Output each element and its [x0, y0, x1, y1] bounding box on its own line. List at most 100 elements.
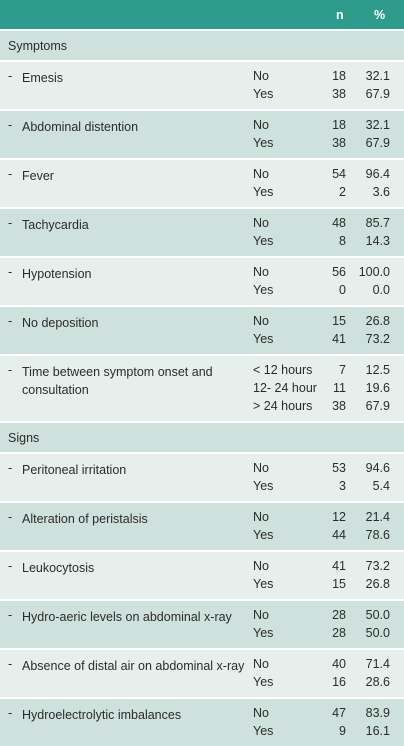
- level-label: No: [253, 69, 269, 83]
- percent-value: 50.0: [365, 626, 390, 640]
- count-value: 40: [332, 657, 346, 671]
- percent-value: 26.8: [365, 577, 390, 591]
- row-label: Time between symptom onset and consultat…: [22, 365, 213, 397]
- percent-value: 32.1: [365, 118, 390, 132]
- count-value: 18: [332, 69, 346, 83]
- section-header: Signs: [0, 423, 404, 452]
- section-title: Signs: [8, 431, 40, 445]
- level-label: Yes: [253, 577, 274, 591]
- level-label: Yes: [253, 626, 274, 640]
- percent-value: 14.3: [365, 234, 390, 248]
- percent-value: 19.6: [365, 381, 390, 395]
- level-label: No: [253, 314, 269, 328]
- percent-value: 73.2: [365, 559, 390, 573]
- count-value: 16: [332, 675, 346, 689]
- percent-value: 28.6: [365, 675, 390, 689]
- row-bullet: -: [8, 657, 13, 671]
- percent-value: 67.9: [365, 87, 390, 101]
- count-value: 9: [339, 724, 346, 738]
- count-value: 0: [339, 283, 346, 297]
- row-label: Fever: [22, 169, 54, 183]
- row-label: Hydro-aeric levels on abdominal x-ray: [22, 610, 232, 624]
- level-label: < 12 hours: [253, 363, 313, 377]
- table-row: - Tachycardia No 48 85.7 Yes 8 14.3: [0, 209, 404, 256]
- count-value: 44: [332, 528, 346, 542]
- level-label: Yes: [253, 528, 274, 542]
- level-label: No: [253, 657, 269, 671]
- header-n: n: [336, 8, 344, 22]
- count-value: 38: [332, 136, 346, 150]
- table-row: - Fever No 54 96.4 Yes 2 3.6: [0, 160, 404, 207]
- row-label: Hypotension: [22, 267, 92, 281]
- level-label: Yes: [253, 283, 274, 297]
- level-label: Yes: [253, 724, 274, 738]
- row-label: No deposition: [22, 316, 99, 330]
- percent-value: 32.1: [365, 69, 390, 83]
- count-value: 15: [332, 577, 346, 591]
- level-label: 12- 24 hour: [253, 381, 317, 395]
- row-bullet: -: [8, 510, 13, 524]
- count-value: 7: [339, 363, 346, 377]
- table-row: - Emesis No 18 32.1 Yes 38 67.9: [0, 62, 404, 109]
- level-label: Yes: [253, 87, 274, 101]
- level-label: No: [253, 510, 269, 524]
- percent-value: 96.4: [365, 167, 390, 181]
- row-bullet: -: [8, 608, 13, 622]
- level-label: Yes: [253, 675, 274, 689]
- count-value: 12: [332, 510, 346, 524]
- table-row: - Hypotension No 56 100.0 Yes 0 0.0: [0, 258, 404, 305]
- count-value: 38: [332, 87, 346, 101]
- percent-value: 12.5: [365, 363, 390, 377]
- level-label: Yes: [253, 185, 274, 199]
- level-label: No: [253, 706, 269, 720]
- row-bullet: -: [8, 461, 13, 475]
- table-row: - Absence of distal air on abdominal x-ra…: [0, 650, 404, 697]
- row-bullet: -: [8, 265, 13, 279]
- count-value: 28: [332, 626, 346, 640]
- percent-value: 94.6: [365, 461, 390, 475]
- level-label: No: [253, 608, 269, 622]
- row-bullet: -: [8, 167, 13, 181]
- count-value: 48: [332, 216, 346, 230]
- row-bullet: -: [8, 314, 13, 328]
- count-value: 2: [339, 185, 346, 199]
- percent-value: 16.1: [365, 724, 390, 738]
- level-label: No: [253, 167, 269, 181]
- header-percent: %: [374, 8, 386, 22]
- level-label: No: [253, 461, 269, 475]
- count-value: 41: [332, 332, 346, 346]
- row-label: Tachycardia: [22, 218, 89, 232]
- count-value: 15: [332, 314, 346, 328]
- percent-value: 73.2: [365, 332, 390, 346]
- percent-value: 100.0: [358, 265, 390, 279]
- level-label: No: [253, 216, 269, 230]
- table-row: - Hydroelectrolytic imbalances No 47 83.9 Yes…: [0, 699, 404, 746]
- count-value: 38: [332, 399, 346, 413]
- section-header: Symptoms: [0, 31, 404, 60]
- percent-value: 67.9: [365, 136, 390, 150]
- table-header: n %: [0, 0, 404, 29]
- section-title: Symptoms: [8, 39, 68, 53]
- row-label: Leukocytosis: [22, 561, 95, 575]
- count-value: 53: [332, 461, 346, 475]
- count-value: 54: [332, 167, 346, 181]
- percent-value: 26.8: [365, 314, 390, 328]
- count-value: 47: [332, 706, 346, 720]
- row-label: Emesis: [22, 71, 63, 85]
- level-label: Yes: [253, 332, 274, 346]
- level-label: Yes: [253, 479, 274, 493]
- table-row: - Peritoneal irritation No 53 94.6 Yes 3 5.4: [0, 454, 404, 501]
- table-row: - No deposition No 15 26.8 Yes 41 73.2: [0, 307, 404, 354]
- level-label: No: [253, 559, 269, 573]
- percent-value: 85.7: [365, 216, 390, 230]
- percent-value: 71.4: [365, 657, 390, 671]
- table-row: - Alteration of peristalsis No 12 21.4 Yes 44 7…: [0, 503, 404, 550]
- level-label: Yes: [253, 136, 274, 150]
- table-row: - Time between symptom onset and consulta…: [0, 356, 404, 421]
- percent-value: 3.6: [372, 185, 390, 199]
- count-value: 11: [333, 381, 346, 395]
- row-bullet: -: [8, 69, 13, 83]
- row-bullet: -: [8, 363, 13, 377]
- row-label: Alteration of peristalsis: [22, 512, 148, 526]
